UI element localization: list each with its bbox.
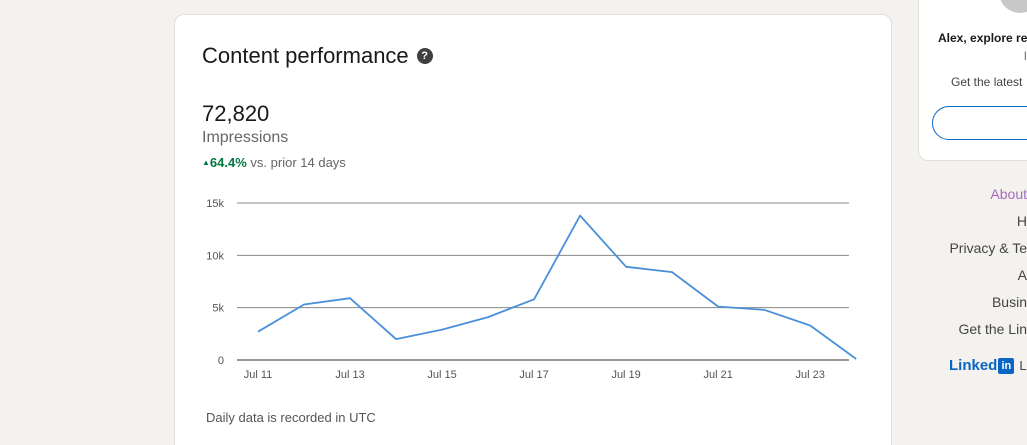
footer-link-help[interactable]: H — [1016, 213, 1027, 229]
footer-link-business[interactable]: Busin — [991, 294, 1027, 310]
content-performance-card: Content performance ? 72,820 Impressions… — [174, 14, 892, 445]
card-title: Content performance — [202, 43, 409, 68]
impressions-line-chart: 0 5k 10k 15k Jul 11 Jul 13 Jul 15 Jul 17 Jul 19 J… — [206, 198, 857, 381]
promo-subtext: Get the latest — [951, 75, 1023, 89]
impressions-value: 72,820 — [202, 101, 270, 126]
y-tick-label: 0 — [218, 355, 224, 367]
footer-link-privacy[interactable]: Privacy & Te — [949, 240, 1027, 256]
x-tick-label: Jul 19 — [611, 369, 640, 381]
footer-link-about[interactable]: About — [990, 186, 1027, 202]
y-tick-label: 10k — [206, 250, 224, 262]
change-text: vs. prior 14 days — [250, 155, 346, 170]
linkedin-brand: Linked in Li — [949, 357, 1027, 374]
x-tick-label: Jul 21 — [703, 369, 732, 381]
linkedin-wordmark: Linked — [949, 357, 998, 374]
change-percent: 64.4% — [209, 155, 247, 170]
linkedin-logo-icon: in — [998, 357, 1015, 374]
triangle-up-icon: ▲ — [202, 158, 210, 167]
promo-headline: Alex, explore re — [938, 31, 1027, 45]
impressions-label: Impressions — [202, 129, 289, 146]
promo-button[interactable] — [932, 106, 1027, 140]
promo-fragment: l — [1024, 49, 1027, 63]
card-title-row: Content performance ? — [202, 43, 433, 69]
impressions-change: ▲64.4% vs. prior 14 days — [202, 155, 346, 170]
x-tick-label: Jul 15 — [427, 369, 456, 381]
series-line-0 — [257, 214, 857, 360]
profile-promo-card: Alex, explore re l Get the latest — [918, 0, 1027, 161]
help-icon[interactable]: ? — [416, 48, 433, 64]
y-tick-label: 5k — [212, 303, 224, 315]
utc-footnote: Daily data is recorded in UTC — [206, 410, 376, 425]
footer-link-get-app[interactable]: Get the Lin — [958, 321, 1027, 337]
x-tick-label: Jul 13 — [335, 369, 364, 381]
x-tick-label: Jul 23 — [796, 369, 825, 381]
x-tick-label: Jul 17 — [519, 369, 548, 381]
x-tick-label: Jul 11 — [244, 369, 273, 381]
brand-suffix: Li — [1019, 358, 1027, 373]
avatar — [999, 0, 1027, 13]
y-tick-label: 15k — [206, 198, 224, 210]
footer-links: About H Privacy & Te A Busin Get the Lin — [930, 185, 1027, 347]
footer-link-ad[interactable]: A — [1017, 267, 1027, 283]
